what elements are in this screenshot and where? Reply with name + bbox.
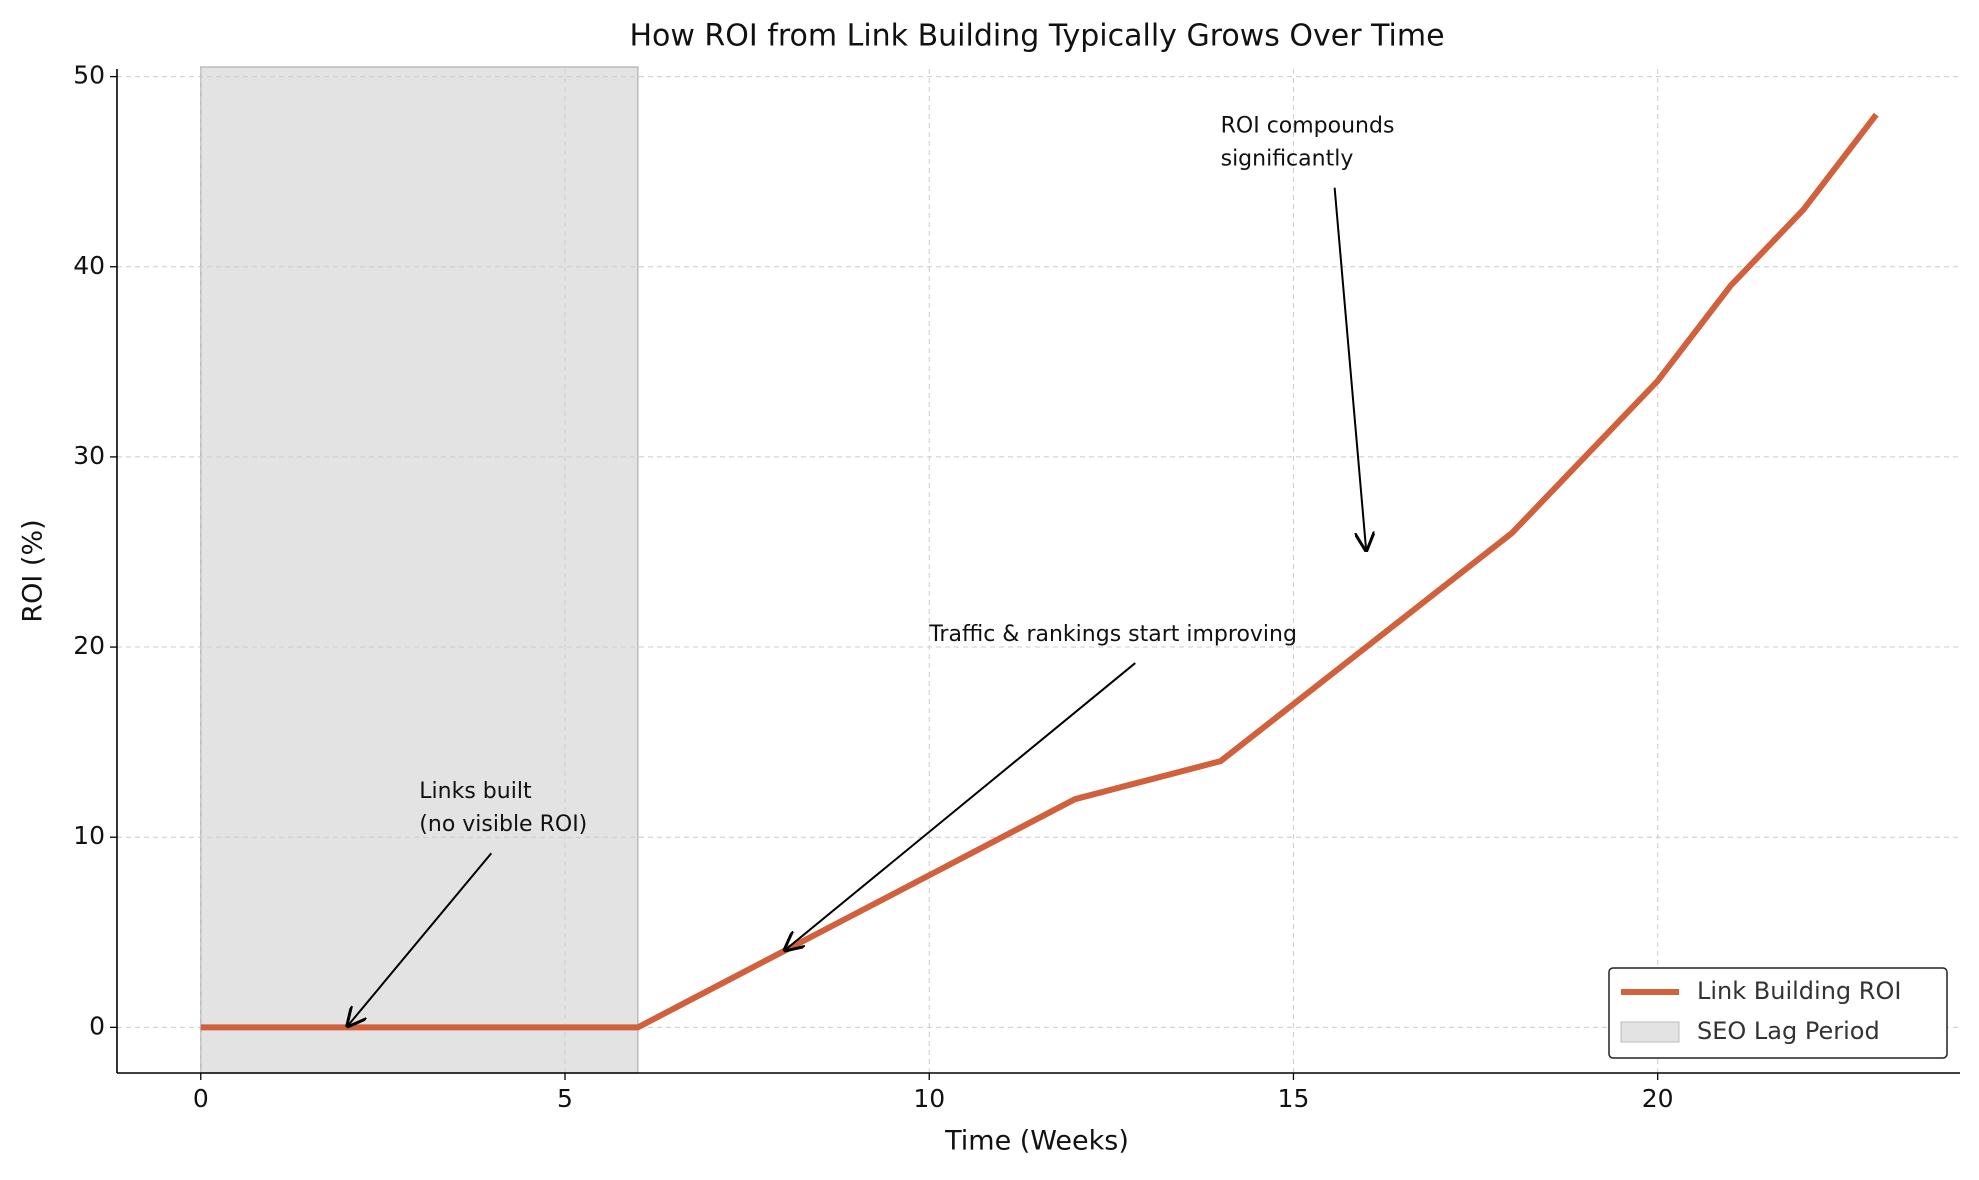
annotation-text: Links built xyxy=(419,779,532,804)
lag-span xyxy=(200,66,639,1074)
annotation-arrow xyxy=(784,662,1136,951)
y-tick-label: 40 xyxy=(73,251,105,280)
annotation-text: significantly xyxy=(1221,147,1354,172)
y-tick-label: 30 xyxy=(73,441,105,470)
legend-swatch xyxy=(1620,1021,1680,1043)
annotation-arrow xyxy=(346,852,493,1027)
y-axis-label: ROI (%) xyxy=(18,519,49,622)
x-tick-label: 20 xyxy=(1642,1084,1674,1113)
y-tick-label: 50 xyxy=(73,61,105,90)
x-tick-label: 10 xyxy=(913,1084,945,1113)
annotation-text: Traffic & rankings start improving xyxy=(928,622,1297,647)
legend-label: SEO Lag Period xyxy=(1697,1017,1880,1045)
x-tick-label: 5 xyxy=(557,1084,573,1113)
x-axis-label: Time (Weeks) xyxy=(944,1126,1129,1157)
annotation-arrow xyxy=(1333,187,1367,552)
x-tick-label: 15 xyxy=(1278,1084,1310,1113)
y-tick-label: 20 xyxy=(73,631,105,660)
legend-label: Link Building ROI xyxy=(1697,977,1901,1005)
legend: Link Building ROI SEO Lag Period xyxy=(1608,967,1948,1059)
legend-box xyxy=(1608,967,1948,1059)
x-tick-label: 0 xyxy=(193,1084,209,1113)
annotation-text: ROI compounds xyxy=(1221,114,1395,139)
y-tick-label: 10 xyxy=(73,821,105,850)
series-line xyxy=(200,112,1879,1031)
annotation-text: (no visible ROI) xyxy=(419,812,587,837)
chart-title: How ROI from Link Building Typically Gro… xyxy=(629,19,1444,54)
y-tick-label: 0 xyxy=(89,1011,105,1040)
